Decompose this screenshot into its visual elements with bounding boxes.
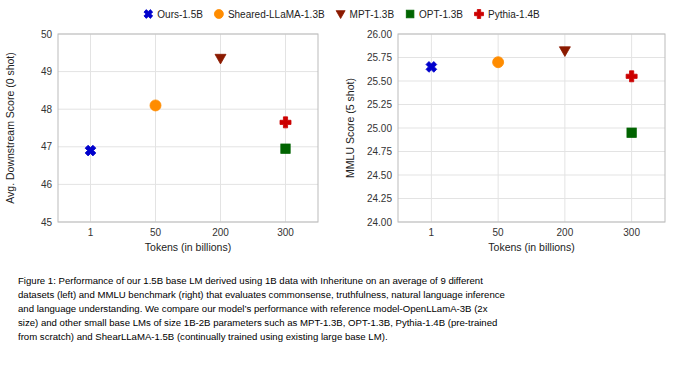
y-axis-label: MMLU Score (5 shot) — [344, 78, 356, 178]
y-tick-label: 24.00 — [367, 217, 392, 228]
grid-line — [58, 184, 318, 185]
marks — [85, 54, 291, 156]
x-tick-label: 1 — [88, 227, 94, 238]
grid-line — [398, 151, 665, 152]
y-tick-label: 24.75 — [367, 146, 392, 157]
plot-frame — [398, 34, 665, 222]
legend-marker — [144, 10, 153, 19]
point — [150, 100, 161, 111]
grid-line — [398, 198, 665, 199]
x-tick-label: 200 — [557, 227, 574, 238]
plot-frame — [58, 34, 318, 222]
legend-label: Pythia-1.4B — [488, 9, 540, 20]
y-tick-label: 48 — [41, 104, 53, 115]
grid-line — [398, 128, 665, 129]
legend: Ours-1.5B Sheared-LLaMA-1.3B MPT-1.3B OPT-1… — [144, 9, 540, 20]
grid-line — [90, 34, 91, 222]
legend-item: OPT-1.3B — [406, 9, 463, 20]
point — [85, 145, 96, 156]
grid-line — [398, 57, 665, 58]
point — [559, 47, 570, 57]
legend-item: Sheared-LLaMA-1.3B — [214, 9, 325, 20]
legend-marker — [336, 11, 345, 19]
y-tick-label: 25.25 — [367, 99, 392, 110]
point — [493, 57, 504, 68]
caption-line: and language understanding. We compare o… — [18, 303, 488, 314]
y-axis-label: Avg. Downstream Score (0 shot) — [4, 52, 16, 204]
y-tick-label: 25.00 — [367, 123, 392, 134]
x-tick-label: 50 — [493, 227, 505, 238]
caption-line: Figure 1: Performance of our 1.5B base L… — [18, 275, 483, 286]
y-tick-label: 47 — [41, 141, 53, 152]
x-tick-label: 1 — [429, 227, 435, 238]
grid-line — [398, 81, 665, 82]
x-tick-label: 50 — [150, 227, 162, 238]
plot-0: 45 46 47 48 49 50 1 50 200 300 Tokens (in billions… — [4, 29, 318, 254]
grid-line — [155, 34, 156, 222]
legend-label: OPT-1.3B — [419, 9, 463, 20]
legend-marker — [406, 10, 414, 18]
y-tick-label: 25.75 — [367, 52, 392, 63]
x-tick-label: 200 — [212, 227, 229, 238]
point — [627, 128, 636, 137]
grid-line — [58, 109, 318, 110]
legend-label: MPT-1.3B — [350, 9, 395, 20]
y-tick-label: 26.00 — [367, 29, 392, 40]
y-tick-label: 46 — [41, 179, 53, 190]
point — [626, 71, 637, 82]
x-tick-label: 300 — [623, 227, 640, 238]
grid-line — [58, 71, 318, 72]
grid-line — [58, 146, 318, 147]
y-tick-label: 25.50 — [367, 76, 392, 87]
y-tick-label: 24.50 — [367, 170, 392, 181]
legend-label: Ours-1.5B — [157, 9, 203, 20]
plot-1: 24.00 24.25 24.50 24.75 25.00 25.25 25.50 25.75… — [344, 29, 665, 254]
point — [281, 144, 290, 153]
legend-marker — [474, 10, 483, 19]
x-tick-label: 300 — [277, 227, 294, 238]
x-axis-label: Tokens (in billions) — [488, 241, 574, 253]
chart: 45 46 47 48 49 50 1 50 200 300 Tokens (in billions… — [0, 0, 678, 381]
y-tick-label: 45 — [41, 217, 53, 228]
legend-item: Pythia-1.4B — [474, 9, 540, 20]
grid-line — [398, 104, 665, 105]
point — [426, 62, 437, 73]
legend-marker — [214, 10, 223, 19]
y-tick-label: 49 — [41, 66, 53, 77]
marks — [426, 47, 637, 138]
x-axis-label: Tokens (in billions) — [145, 241, 231, 253]
caption-line: from scratch) and ShearLLaMA-1.5B (conti… — [18, 331, 388, 342]
point — [215, 54, 226, 64]
grid-line — [564, 34, 565, 222]
caption-line: size) and other small base LMs of size 1… — [18, 317, 497, 328]
y-tick-label: 50 — [41, 29, 53, 40]
grid-line — [398, 175, 665, 176]
legend-item: Ours-1.5B — [144, 9, 203, 20]
legend-item: MPT-1.3B — [336, 9, 394, 20]
y-tick-label: 24.25 — [367, 193, 392, 204]
legend-label: Sheared-LLaMA-1.3B — [228, 9, 325, 20]
caption-line: datasets (left) and MMLU benchmark (righ… — [18, 289, 505, 300]
point — [280, 117, 291, 128]
grid-line — [431, 34, 432, 222]
